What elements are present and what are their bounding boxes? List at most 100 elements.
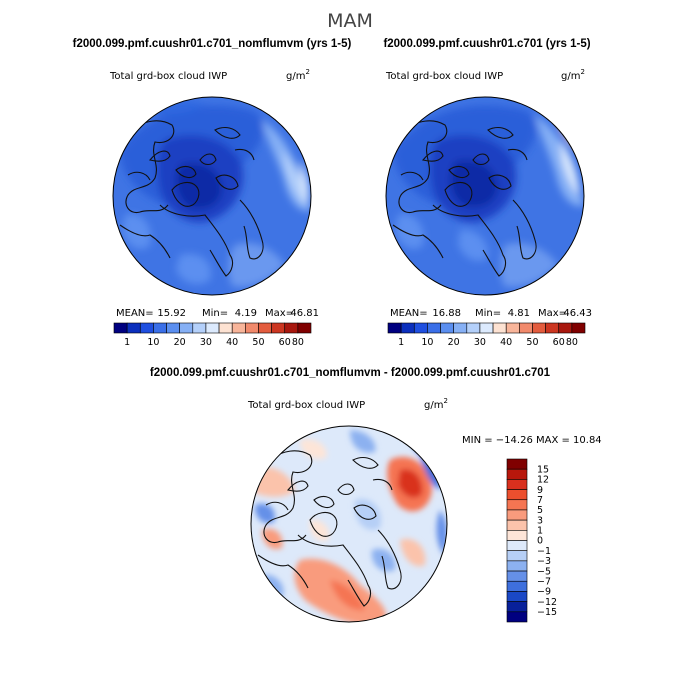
colorbar-2-swatch-13 [558, 322, 573, 334]
colorbar-3-tick-label: 15 [537, 464, 549, 475]
colorbar-3-swatch-2 [506, 479, 528, 490]
colorbar-1-swatch-6 [192, 322, 207, 334]
map-2-frame [385, 96, 585, 296]
panel-1-mean-label: MEAN= [116, 308, 154, 319]
panel-1-units: g/m2 [286, 68, 310, 82]
panel-1-units-base: g/m [286, 71, 305, 82]
panel-1-units-exp: 2 [305, 68, 309, 76]
map-3 [251, 426, 447, 622]
colorbar-1-swatch-3 [153, 322, 167, 334]
colorbar-1-tick-label: 60 [279, 337, 291, 348]
colorbar-3-swatch-15 [506, 611, 528, 623]
colorbar-3-swatch-3 [506, 489, 528, 501]
colorbar-3-tick-label: 5 [537, 505, 543, 516]
colorbar-3-swatch-8 [506, 540, 528, 551]
colorbar-2-tick-label: 80 [566, 337, 578, 348]
colorbar-1-swatch-9 [231, 322, 246, 334]
panel-2-max-label: Max= [538, 308, 567, 319]
map-3-frame [250, 425, 448, 623]
panel-2-mean-label: MEAN= [390, 308, 428, 319]
panel-1-max-label: Max= [265, 308, 294, 319]
colorbar-2-swatch-12 [545, 322, 560, 334]
colorbar-1-tick-label: 50 [252, 337, 264, 348]
colorbar-3-tick-label: 9 [537, 485, 543, 496]
colorbar-2-swatch-10 [519, 322, 533, 334]
colorbar-1-swatch-8 [218, 322, 233, 334]
colorbar-3-swatch-10 [506, 560, 528, 572]
colorbar-2-swatch-8 [492, 322, 507, 334]
colorbar-2-tick-label: 60 [553, 337, 565, 348]
colorbar-3-swatch-0 [506, 458, 528, 470]
colorbar-3-tick-label: −12 [537, 597, 557, 608]
panel-3-field-label: Total grd-box cloud IWP [247, 400, 365, 411]
panel-3-title: f2000.099.pmf.cuushr01.c701_nomflumvm - … [150, 367, 551, 379]
colorbar-3-tick-label: 7 [537, 495, 543, 506]
map-1 [113, 97, 311, 295]
panel-2-field-label: Total grd-box cloud IWP [385, 71, 503, 82]
colorbar-1-tick-label: 20 [174, 337, 186, 348]
panel-3-units: g/m2 [424, 397, 448, 411]
colorbar-1-swatch-7 [205, 322, 220, 334]
panel-2-units-exp: 2 [580, 68, 584, 76]
colorbar-2-swatch-11 [532, 322, 546, 334]
colorbar-2-swatch-0 [387, 322, 402, 334]
colorbar-2-swatch-4 [440, 322, 454, 334]
panel-3-units-base: g/m [424, 400, 443, 411]
colorbar-3-tick-label: −9 [537, 587, 551, 598]
map-2-coastlines [392, 120, 537, 277]
panel-1-field-label: Total grd-box cloud IWP [109, 71, 227, 82]
colorbar-3-tick-label: −1 [537, 546, 551, 557]
colorbar-2-swatch-7 [479, 322, 494, 334]
colorbar-3-tick-label: −7 [537, 576, 551, 587]
colorbar-3-tick-label: 1 [537, 526, 543, 537]
colorbar-1-swatch-10 [245, 322, 259, 334]
map-1-coastlines [119, 120, 264, 277]
colorbar-3-tick-label: −3 [537, 556, 551, 567]
colorbar-1-tick-label: 10 [147, 337, 159, 348]
colorbar-3-tick-label: 12 [537, 475, 549, 486]
colorbar-panel-2: 1 10 20 30 40 50 60 80 [387, 322, 586, 348]
colorbar-3-tick-label: 0 [537, 536, 543, 547]
map-2-field [393, 105, 584, 287]
panel-1-mean: 15.92 [157, 308, 186, 319]
colorbar-3-swatch-5 [506, 509, 528, 521]
colorbar-3-swatch-6 [506, 519, 528, 531]
colorbar-2-tick-label: 20 [448, 337, 460, 348]
panel-2-min-label: Min= [475, 308, 501, 319]
colorbar-1-swatch-14 [297, 322, 312, 334]
panel-1-min: 4.19 [235, 308, 257, 319]
colorbar-1-swatch-13 [284, 322, 299, 334]
colorbar-2-swatch-14 [571, 322, 586, 334]
colorbar-3-swatch-7 [506, 530, 528, 541]
colorbar-3-swatch-4 [506, 499, 528, 511]
colorbar-2-swatch-5 [453, 322, 468, 334]
colorbar-1-swatch-0 [113, 322, 128, 334]
colorbar-2-swatch-3 [427, 322, 441, 334]
colorbar-1-swatch-4 [166, 322, 180, 334]
colorbar-2-tick-label: 40 [500, 337, 512, 348]
colorbar-3-tick-label: 3 [537, 515, 543, 526]
colorbar-3-swatch-1 [506, 468, 528, 480]
colorbar-1-swatch-12 [271, 322, 286, 334]
colorbar-2-tick-label: 10 [421, 337, 433, 348]
map-1-frame [112, 96, 312, 296]
colorbar-2-swatch-2 [413, 322, 428, 334]
colorbar-3-swatch-14 [506, 601, 528, 613]
colorbar-2-tick-label: 30 [474, 337, 486, 348]
panel-2-max: 46.43 [563, 308, 592, 319]
panel-2-units-base: g/m [561, 71, 580, 82]
panel-2-units: g/m2 [561, 68, 585, 82]
colorbar-2-tick-label: 50 [526, 337, 538, 348]
colorbar-3-swatch-11 [506, 570, 528, 582]
colorbar-1-swatch-11 [258, 322, 272, 334]
panel-2-mean: 16.88 [432, 308, 461, 319]
panel-3-units-exp: 2 [443, 397, 447, 405]
panel-1-title: f2000.099.pmf.cuushr01.c701_nomflumvm (y… [73, 38, 352, 50]
colorbar-panel-1: 1 10 20 30 40 50 60 80 [113, 322, 312, 348]
colorbar-2-swatch-6 [466, 322, 481, 334]
colorbar-1-tick-label: 40 [226, 337, 238, 348]
colorbar-1-tick-label: 80 [292, 337, 304, 348]
colorbar-2-swatch-1 [400, 322, 415, 334]
panel-2-title: f2000.099.pmf.cuushr01.c701 (yrs 1-5) [383, 38, 590, 50]
